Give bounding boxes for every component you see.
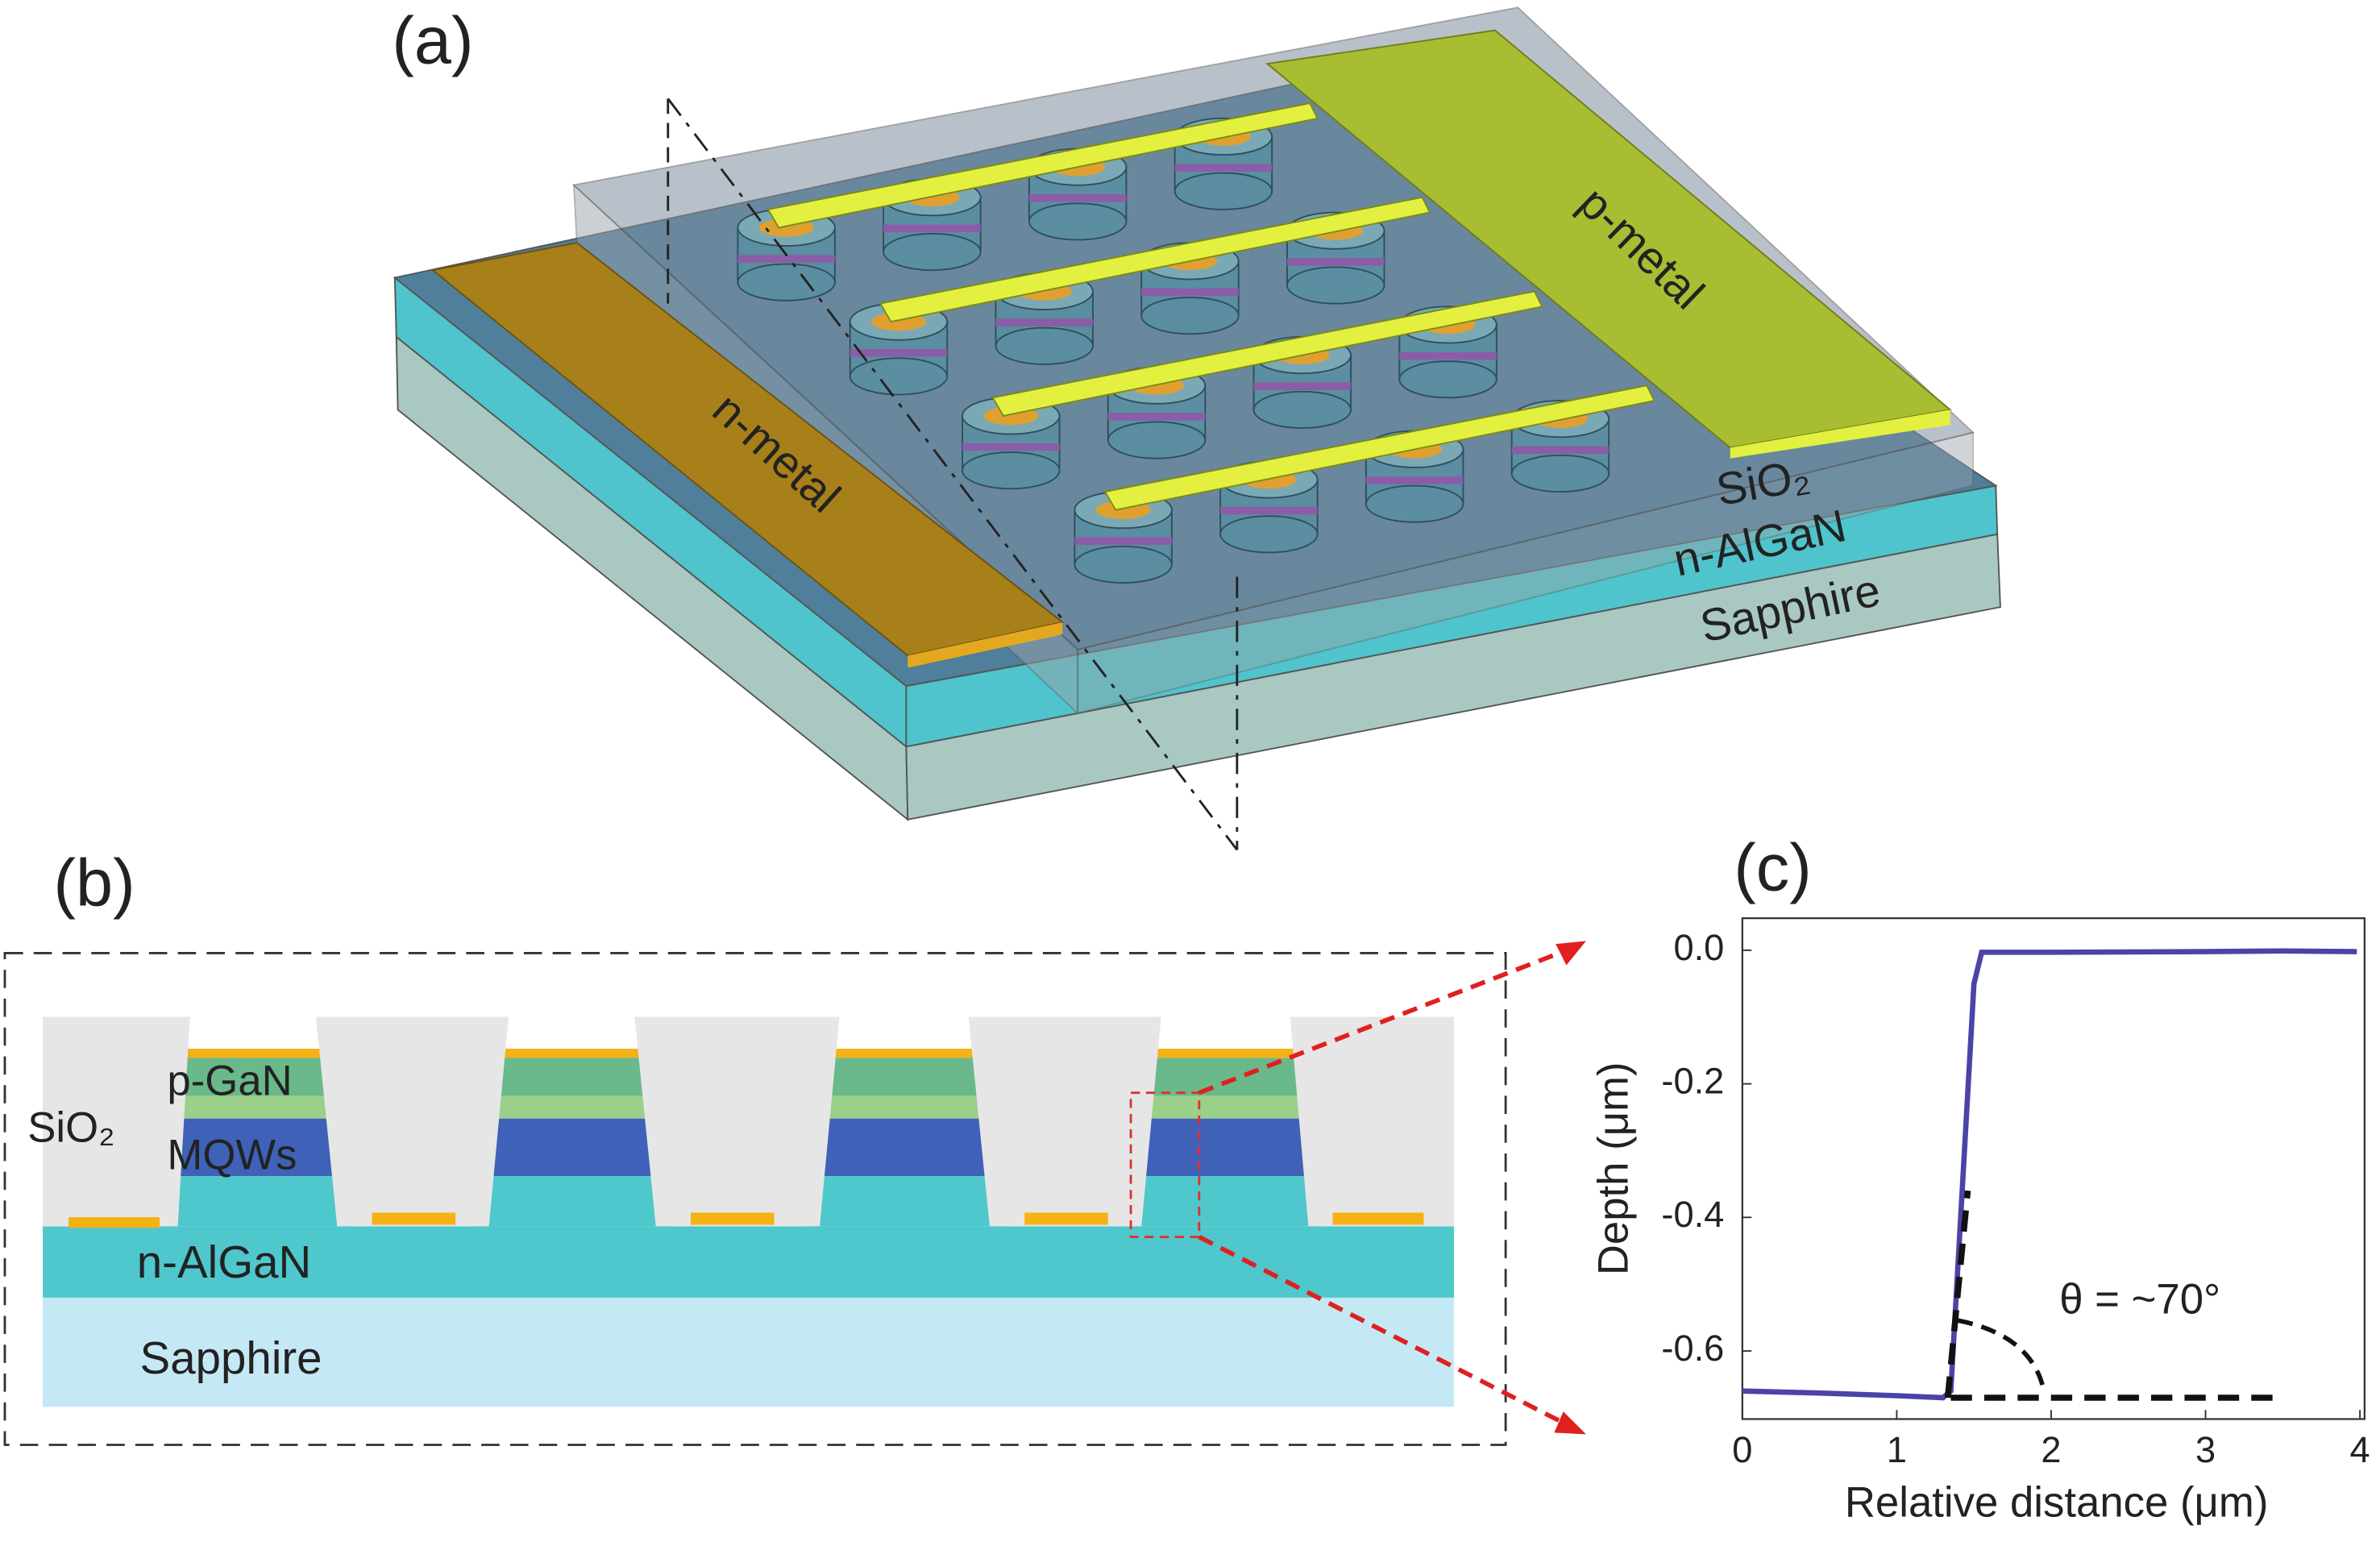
pillar <box>962 451 1061 490</box>
mqws <box>804 1118 1005 1177</box>
mqw-band <box>1253 382 1352 390</box>
data-line <box>1742 948 2357 1401</box>
p-gan <box>804 1058 1005 1096</box>
panel-b-label: (b) <box>53 845 135 920</box>
x-axis-label: Relative distance (μm) <box>1845 1479 2269 1527</box>
n-algan-mesa <box>804 1176 1005 1227</box>
mqw-band <box>1399 351 1497 360</box>
finger <box>1103 384 1656 511</box>
x-tick-label: 0 <box>1732 1429 1752 1470</box>
p-gan <box>1126 1058 1324 1096</box>
pillar <box>1140 297 1240 335</box>
pillar <box>1364 484 1464 523</box>
p-gan-label: p-GaN <box>167 1057 292 1104</box>
mqw-band <box>1141 288 1239 297</box>
pillar <box>1286 266 1385 305</box>
p-algan <box>162 1095 353 1119</box>
finger <box>878 196 1431 323</box>
mqw-band <box>883 224 981 233</box>
y-tick-label: -0.2 <box>1661 1061 1724 1102</box>
pillar <box>1252 390 1352 429</box>
mqws <box>162 1118 353 1177</box>
mqw-band <box>1028 194 1127 202</box>
mqw-band <box>737 255 835 263</box>
mqws <box>1126 1118 1324 1177</box>
finger <box>991 290 1543 417</box>
n-algan-mesa <box>473 1176 671 1227</box>
p-algan <box>473 1095 671 1119</box>
y-axis-label: Depth (μm) <box>1590 1062 1638 1275</box>
p-contact <box>1126 1049 1324 1058</box>
mqws-label: MQWs <box>167 1132 297 1179</box>
n-algan-label: n-AlGaN <box>137 1237 312 1287</box>
pillar <box>995 326 1094 365</box>
panel-a-label: (a) <box>392 2 473 77</box>
mqw-band <box>1365 476 1464 484</box>
mqw-band <box>1174 164 1273 172</box>
x-tick-label: 1 <box>1887 1429 1907 1470</box>
pillar <box>737 263 836 301</box>
pillar <box>1173 172 1273 210</box>
mqws <box>473 1118 671 1177</box>
x-tick-label: 2 <box>2041 1429 2061 1470</box>
pillar <box>849 357 949 396</box>
pillar <box>883 233 982 272</box>
y-tick-label: -0.6 <box>1661 1328 1724 1369</box>
panel-c-label: (c) <box>1734 830 1812 905</box>
sio2-label: SiO₂ <box>27 1104 114 1152</box>
p-contact <box>804 1049 1005 1058</box>
n-algan-mesa <box>162 1176 353 1227</box>
y-tick-label: 0.0 <box>1673 927 1724 968</box>
sapphire-label: Sapphire <box>140 1332 322 1383</box>
pillar <box>1107 421 1207 459</box>
pillar <box>1074 545 1173 584</box>
device-3d <box>393 6 2001 851</box>
mqw-band <box>995 318 1093 326</box>
n-algan-mesa <box>1126 1176 1324 1227</box>
p-contact <box>162 1049 353 1058</box>
p-contact <box>473 1049 671 1058</box>
pillar <box>1219 515 1319 554</box>
data-line <box>1944 1190 1971 1399</box>
pillar <box>1510 454 1610 493</box>
depth-chart <box>1741 917 2365 1420</box>
mqw-band <box>1287 258 1385 266</box>
mqw-band <box>1074 537 1172 545</box>
p-algan <box>804 1095 1005 1119</box>
mqw-band <box>1107 413 1206 421</box>
angle-annotation: θ = ~70° <box>2059 1275 2220 1323</box>
p-gan <box>473 1058 671 1096</box>
pillar <box>1398 360 1497 399</box>
cross-section <box>3 941 1586 1446</box>
mqw-band <box>1511 446 1610 454</box>
mqw-band <box>962 443 1060 451</box>
pillars <box>737 102 1656 584</box>
mqw-band <box>1220 506 1318 515</box>
y-tick-label: -0.4 <box>1661 1194 1724 1235</box>
pillar <box>1028 202 1128 241</box>
p-algan <box>1126 1095 1324 1119</box>
finger <box>766 102 1319 229</box>
x-tick-label: 4 <box>2350 1429 2370 1470</box>
mqw-band <box>849 349 948 357</box>
x-tick-label: 3 <box>2195 1429 2216 1470</box>
